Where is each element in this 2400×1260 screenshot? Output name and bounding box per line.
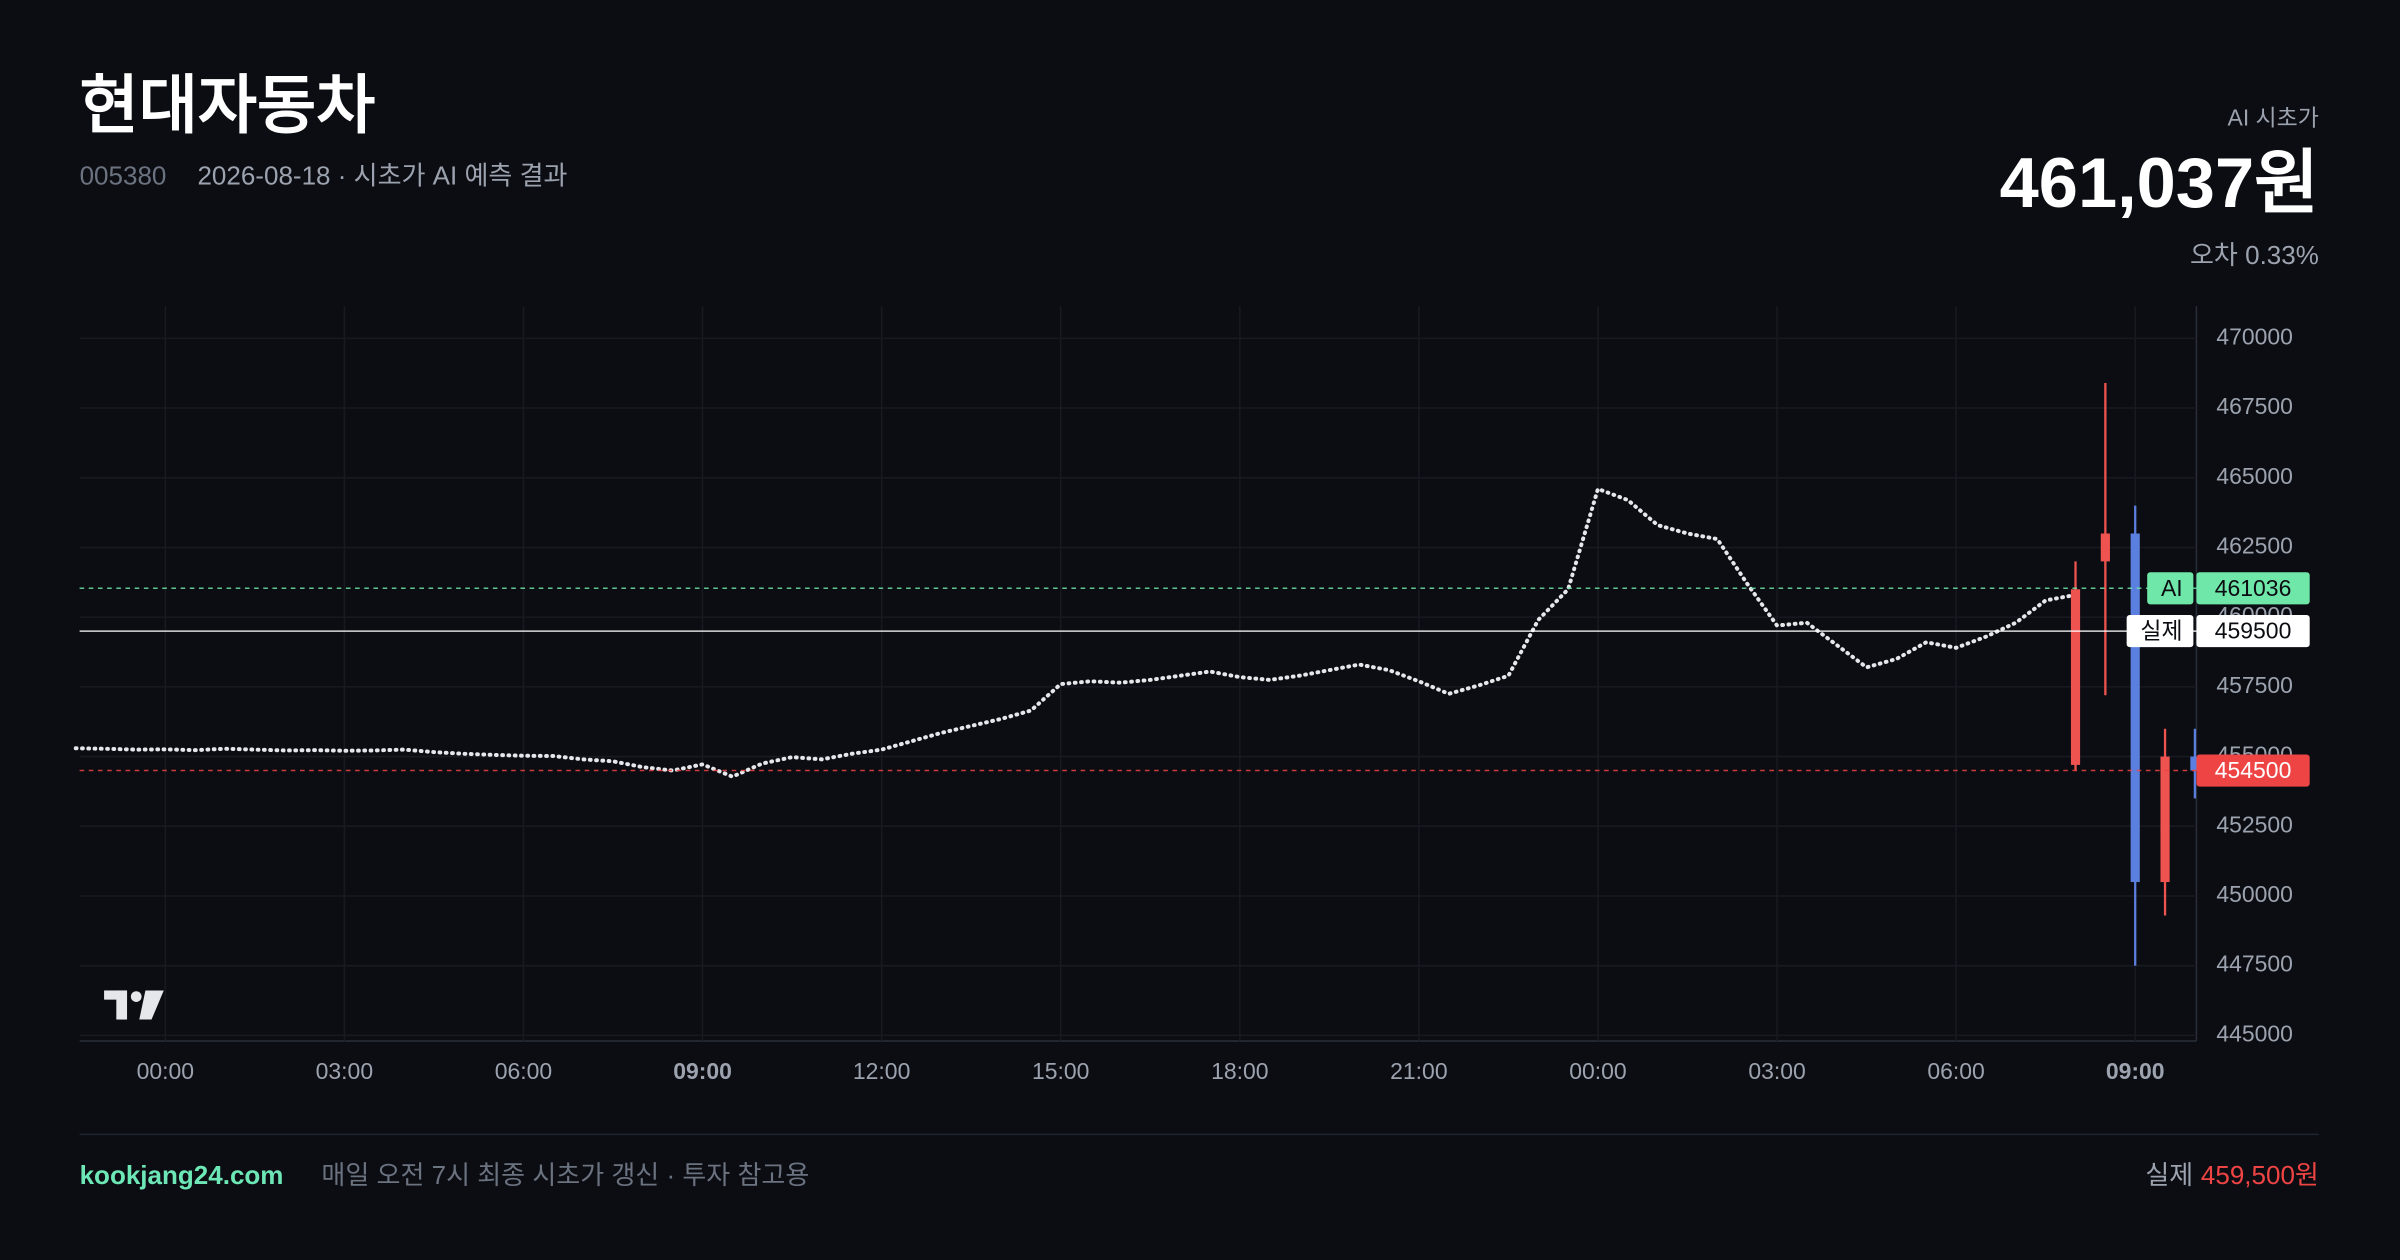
candle-body xyxy=(2160,756,2170,883)
logo-bar xyxy=(104,990,128,1000)
y-tick-label: 445000 xyxy=(2216,1020,2293,1046)
x-tick-label: 03:00 xyxy=(1748,1058,1805,1084)
x-tick-label: 03:00 xyxy=(316,1058,373,1084)
price-line xyxy=(73,486,2078,779)
value-badge-text: 461036 xyxy=(2215,575,2292,601)
x-tick-label: 06:00 xyxy=(495,1058,552,1084)
y-tick-label: 467500 xyxy=(2216,393,2293,419)
logo-slash xyxy=(139,990,164,1020)
x-tick-label: 00:00 xyxy=(1569,1058,1626,1084)
x-tick-label: 00:00 xyxy=(137,1058,194,1084)
y-tick-label: 470000 xyxy=(2216,323,2293,349)
label-badge xyxy=(2147,572,2194,605)
y-tick-label: 465000 xyxy=(2216,463,2293,489)
actual-label: 실제 xyxy=(2145,1160,2193,1190)
x-tick-label: 09:00 xyxy=(673,1058,732,1084)
plot-area: 4450004475004500004525004550004575004600… xyxy=(73,306,2310,1084)
logo-stem xyxy=(116,990,128,1020)
value-badge-text: 459500 xyxy=(2215,618,2292,644)
x-tick-label: 09:00 xyxy=(2106,1058,2165,1084)
label-badge xyxy=(2126,615,2194,648)
footer-note: 매일 오전 7시 최종 시초가 갱신 · 투자 참고용 xyxy=(321,1160,809,1190)
logo xyxy=(104,990,164,1020)
badge-label: AI xyxy=(2161,575,2183,601)
x-tick-label: 12:00 xyxy=(853,1058,910,1084)
error-rate: 오차 0.33% xyxy=(2190,240,2319,270)
value-badge xyxy=(2196,615,2310,648)
y-tick-label: 462500 xyxy=(2216,533,2293,559)
actual-value: 459,500원 xyxy=(2201,1160,2319,1190)
logo-dot xyxy=(130,991,142,1002)
price-label: AI 시초가 xyxy=(2228,105,2319,131)
x-tick-label: 18:00 xyxy=(1211,1058,1268,1084)
value-badge-text: 454500 xyxy=(2215,757,2292,783)
stock-title: 현대자동차 xyxy=(80,69,376,141)
candle-body xyxy=(2070,589,2081,765)
candle-body xyxy=(2100,533,2110,562)
y-tick-label: 457500 xyxy=(2216,672,2293,698)
y-tick-label: 447500 xyxy=(2216,951,2293,977)
value-badge xyxy=(2196,572,2310,605)
badge-label: 실제 xyxy=(2140,618,2182,644)
candle-body xyxy=(2130,533,2140,883)
site-link[interactable]: kookjang24.com xyxy=(80,1160,284,1190)
y-tick-label: 450000 xyxy=(2216,881,2293,907)
candle-body xyxy=(2190,756,2200,771)
price: 461,037원 xyxy=(2000,143,2319,222)
subtitle: 2026-08-18 · 시초가 AI 예측 결과 xyxy=(197,161,567,191)
x-tick-label: 21:00 xyxy=(1390,1058,1447,1084)
x-tick-label: 15:00 xyxy=(1032,1058,1089,1084)
value-badge xyxy=(2196,754,2310,787)
x-tick-label: 06:00 xyxy=(1927,1058,1984,1084)
stock-code: 005380 xyxy=(80,161,167,191)
y-tick-label: 452500 xyxy=(2216,811,2293,837)
actual-price: 실제 459,500원 xyxy=(2145,1160,2319,1190)
